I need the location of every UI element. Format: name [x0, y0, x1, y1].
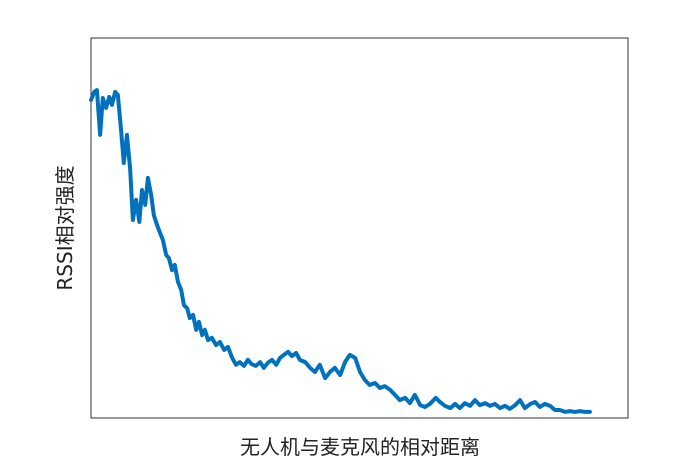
x-axis-label: 无人机与麦克风的相对距离	[240, 435, 480, 459]
data-line	[89, 88, 592, 414]
plot-frame	[90, 37, 629, 419]
y-axis-label: RSSI相对强度	[53, 165, 77, 290]
